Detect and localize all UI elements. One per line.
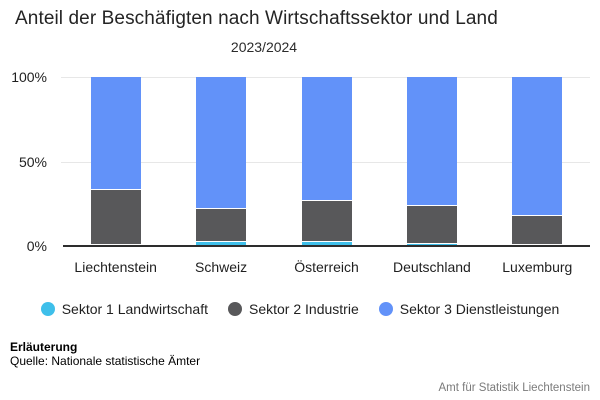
bar-segment-sektor-2-industrie-liechtenstein[interactable] [90,189,141,245]
bar-osterreich [301,77,352,246]
footnote-title: Erläuterung [10,340,78,354]
attribution: Amt für Statistik Liechtenstein [438,382,590,394]
bar-segment-sektor-3-dienstleistungen-luxemburg[interactable] [512,77,563,216]
legend-dot-icon-sektor-1-landwirtschaft [40,302,55,316]
footnote-source: Quelle: Nationale statistische Ämter [10,353,201,368]
legend-label-sektor-3-dienstleistungen: Sektor 3 Dienstleistungen [399,301,560,317]
chart-subtitle: 2023/2024 [230,39,298,55]
x-tick-label-liechtenstein: Liechtenstein [74,259,157,275]
bar-segment-sektor-2-industrie-schweiz[interactable] [196,209,247,242]
bar-liechtenstein [90,77,141,246]
x-tick-label-deutschland: Deutschland [392,259,471,275]
legend-item-sektor-1-landwirtschaft[interactable]: Sektor 1 Landwirtschaft [40,301,208,317]
x-axis-line [63,245,590,247]
bar-segment-sektor-3-dienstleistungen-osterreich[interactable] [301,77,352,202]
bar-segment-sektor-1-landwirtschaft-schweiz[interactable] [196,241,247,246]
x-tick-label-osterreich: Österreich [294,259,359,275]
bar-segment-sektor-2-industrie-deutschland[interactable] [406,205,457,244]
bar-segment-sektor-3-dienstleistungen-liechtenstein[interactable] [90,77,141,190]
chart-title: Anteil der Beschäfigten nach Wirtschafts… [15,8,498,29]
legend-item-sektor-2-industrie[interactable]: Sektor 2 Industrie [228,301,359,317]
y-tick-label-50: 50% [18,153,47,170]
bar-segment-sektor-2-industrie-osterreich[interactable] [301,201,352,243]
bar-deutschland [406,77,457,246]
bar-segment-sektor-1-landwirtschaft-deutschland[interactable] [406,243,457,246]
legend-dot-icon-sektor-2-industrie [228,302,242,316]
bar-segment-sektor-3-dienstleistungen-schweiz[interactable] [196,77,247,209]
x-tick-label-luxemburg: Luxemburg [502,259,573,275]
bar-luxemburg [512,77,563,246]
bar-schweiz [196,77,247,246]
legend: Sektor 1 Landwirtschaft Sektor 2 Industri… [0,299,600,319]
y-tick-label-0: 0% [26,238,47,254]
footnote: Erläuterung Quelle: Nationale statistisc… [10,340,201,368]
bar-segment-sektor-3-dienstleistungen-deutschland[interactable] [406,77,457,206]
legend-item-sektor-3-dienstleistungen[interactable]: Sektor 3 Dienstleistungen [378,301,560,317]
legend-dot-icon-sektor-3-dienstleistungen [378,302,393,316]
legend-label-sektor-2-industrie: Sektor 2 Industrie [249,301,359,317]
x-tick-label-schweiz: Schweiz [195,259,248,275]
y-tick-label-100: 100% [11,69,47,85]
bar-segment-sektor-1-landwirtschaft-osterreich[interactable] [301,242,352,246]
bar-segment-sektor-2-industrie-luxemburg[interactable] [512,215,563,245]
plot-area: 0% 50% 100% Liechtenstein Schweiz Österreich D… [11,69,590,275]
legend-label-sektor-1-landwirtschaft: Sektor 1 Landwirtschaft [61,301,208,317]
